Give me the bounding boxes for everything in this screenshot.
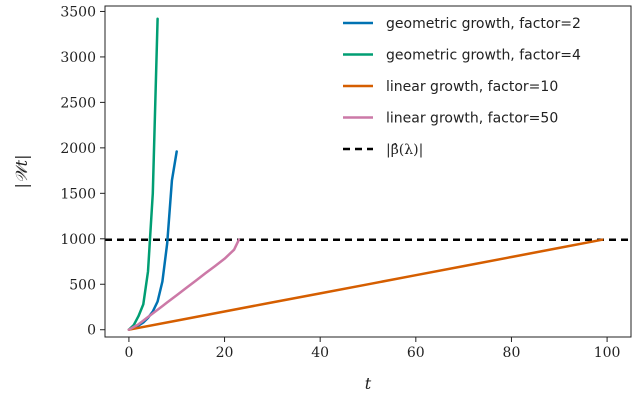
axes-frame [104,5,632,338]
x-tick-label: 60 [407,345,425,361]
y-tick-label: 1000 [60,232,96,248]
legend-label-2: geometric growth, factor=4 [386,48,581,64]
x-tick-label: 100 [594,345,621,361]
y-tick-label: 2500 [60,95,96,111]
y-tick-label: 0 [87,323,96,339]
x-axis-label: t [365,374,372,393]
x-tick-label: 20 [216,345,234,361]
y-tick-label: 1500 [60,186,96,202]
legend-label-4: linear growth, factor=50 [386,111,558,127]
series-line-3 [127,238,604,331]
y-tick-label: 3500 [60,4,96,20]
y-tick-label: 2000 [60,141,96,157]
series-line-4 [127,238,241,331]
series-line-2 [127,17,159,331]
plot-area [105,17,631,331]
legend: geometric growth, factor=2 geometric grow… [343,16,581,158]
x-tick-label: 0 [124,345,133,361]
axes: 0 20 40 60 80 1000500100015002000250030003500… [12,4,632,393]
legend-label-1: geometric growth, factor=2 [386,16,581,32]
y-tick-label: 3000 [60,50,96,66]
legend-label-reference: |β̂(λ)| [386,142,423,158]
y-axis-label: |𝒲t| [12,155,31,189]
x-tick-label: 40 [311,345,329,361]
x-tick-label: 80 [503,345,521,361]
y-tick-label: 500 [69,277,96,293]
legend-label-3: linear growth, factor=10 [386,79,558,95]
